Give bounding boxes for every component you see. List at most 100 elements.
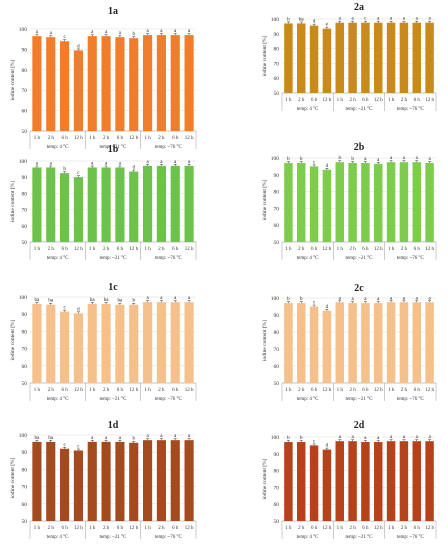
significance-letter-1d-4: a xyxy=(91,436,94,441)
x-tick-label-2a-5: 2 h xyxy=(349,98,356,103)
bar-1a-7 xyxy=(129,38,139,131)
significance-letter-2a-4: a xyxy=(339,17,342,22)
significance-letter-1c-11: a xyxy=(188,296,191,301)
significance-letter-1d-8: a xyxy=(146,434,149,439)
x-tick-label-1c-1: 2 h xyxy=(48,388,55,393)
significance-letter-1b-6: a xyxy=(119,161,122,166)
x-tick-label-1d-7: 12 h xyxy=(129,526,138,531)
bar-2d-5 xyxy=(348,441,357,521)
bar-2a-5 xyxy=(348,22,357,94)
significance-letter-1a-5: a xyxy=(105,30,108,35)
group-label-1b-2: temp: ~76 °C xyxy=(155,256,183,261)
bar-2b-9 xyxy=(399,162,409,242)
x-tick-label-2a-1: 2 h xyxy=(298,98,305,103)
group-label-1b-1: temp: ~21 °C xyxy=(100,256,128,261)
x-tick-label-1a-1: 2 h xyxy=(48,136,55,141)
significance-letter-1b-3: c xyxy=(77,171,80,176)
significance-letter-2d-3: d xyxy=(326,444,329,449)
significance-letter-1a-1: a xyxy=(50,31,53,36)
y-tick-label-1a-60: 60 xyxy=(22,109,28,115)
y-tick-label-2d-60: 60 xyxy=(274,502,280,508)
bar-1d-6 xyxy=(115,441,125,521)
y-tick-label-2a-80: 80 xyxy=(274,47,280,53)
x-tick-label-2b-6: 6 h xyxy=(362,247,369,252)
x-tick-label-1d-5: 2 h xyxy=(103,526,110,531)
significance-letter-1c-0: ba xyxy=(35,298,41,303)
bar-2d-4 xyxy=(335,441,344,521)
significance-letter-2c-9: a xyxy=(403,296,406,301)
x-tick-label-2a-10: 6 h xyxy=(414,98,421,103)
y-tick-label-2c-60: 60 xyxy=(274,364,280,370)
bar-1b-7 xyxy=(129,171,139,242)
bar-2a-4 xyxy=(335,22,344,94)
chart-title-1a: 1a xyxy=(108,6,118,17)
bar-1b-3 xyxy=(73,177,83,242)
bar-1b-6 xyxy=(115,167,125,242)
y-tick-label-1d-90: 90 xyxy=(22,450,28,456)
bar-2a-9 xyxy=(399,22,409,94)
significance-letter-2d-2: c xyxy=(313,439,316,444)
bar-2d-11 xyxy=(425,441,434,521)
bar-2c-9 xyxy=(399,302,409,383)
y-axis-label-1d: iodine content [%] xyxy=(10,457,16,498)
significance-letter-2b-5: b xyxy=(351,157,354,162)
x-tick-label-1a-3: 12 h xyxy=(74,136,83,141)
y-axis-label-1b: iodine content [%] xyxy=(10,181,16,222)
bar-2b-10 xyxy=(412,162,421,242)
x-tick-label-2a-6: 6 h xyxy=(362,98,369,103)
x-tick-label-2d-4: 1 h xyxy=(337,526,344,531)
y-tick-label-2a-100: 100 xyxy=(271,17,280,23)
significance-letter-1d-11: a xyxy=(188,434,191,439)
significance-letter-2b-0: b xyxy=(287,157,290,162)
bar-1d-7 xyxy=(129,442,139,521)
bar-1b-1 xyxy=(46,167,56,242)
x-tick-label-2c-3: 12 h xyxy=(323,388,332,393)
chart-title-2d: 2d xyxy=(354,420,365,431)
x-tick-label-2b-5: 2 h xyxy=(349,247,356,252)
bar-1d-5 xyxy=(101,441,111,521)
bar-1d-8 xyxy=(143,440,153,521)
chart-title-2a: 2a xyxy=(354,2,364,13)
x-tick-label-2d-11: 12 h xyxy=(425,526,434,531)
group-label-1a-1: temp: ~21 °C xyxy=(100,145,128,150)
group-label-1b-0: temp: 4 °C xyxy=(47,256,69,261)
group-label-2c-0: temp: 4 °C xyxy=(297,397,319,402)
y-axis-label-2d: iodine content [%] xyxy=(262,458,268,499)
x-tick-label-1a-6: 6 h xyxy=(117,136,124,141)
bar-2d-0 xyxy=(284,442,293,521)
x-tick-label-2c-10: 6 h xyxy=(414,388,421,393)
x-tick-label-1c-2: 6 h xyxy=(61,388,68,393)
group-label-1c-1: temp: ~21 °C xyxy=(100,397,128,402)
bar-2a-10 xyxy=(412,22,421,94)
x-tick-label-1b-8: 1 h xyxy=(144,247,151,252)
x-tick-label-1b-0: 1 h xyxy=(34,247,41,252)
bar-2c-5 xyxy=(348,303,357,383)
significance-letter-2a-0: b xyxy=(287,17,290,22)
x-tick-label-1b-4: 1 h xyxy=(89,247,96,252)
significance-letter-1d-5: a xyxy=(105,436,108,441)
significance-letter-2d-10: a xyxy=(416,435,419,440)
significance-letter-2d-4: a xyxy=(339,435,342,440)
bar-1c-3 xyxy=(73,313,83,383)
bar-1d-11 xyxy=(184,440,194,521)
bar-1b-5 xyxy=(101,167,111,242)
y-tick-label-2d-90: 90 xyxy=(274,452,280,458)
x-tick-label-1b-10: 6 h xyxy=(172,247,179,252)
significance-letter-2a-3: e xyxy=(326,23,329,28)
bar-2c-2 xyxy=(309,306,319,383)
bar-2b-2 xyxy=(309,166,319,242)
group-label-2b-1: temp: ~21 °C xyxy=(346,256,374,261)
group-label-2c-1: temp: ~21 °C xyxy=(346,397,374,402)
group-label-1a-2: temp: ~76 °C xyxy=(155,145,183,150)
x-tick-label-1b-5: 2 h xyxy=(103,247,110,252)
x-tick-label-2b-8: 1 h xyxy=(388,247,395,252)
y-tick-label-1c-50: 50 xyxy=(22,381,28,387)
x-tick-label-1c-7: 12 h xyxy=(129,388,138,393)
x-tick-label-1c-10: 6 h xyxy=(172,388,179,393)
y-tick-label-1c-60: 60 xyxy=(22,364,28,370)
y-tick-label-2d-100: 100 xyxy=(271,435,280,441)
significance-letter-2b-9: a xyxy=(403,156,406,161)
bar-2b-6 xyxy=(361,163,370,242)
x-tick-label-2c-2: 6 h xyxy=(311,388,318,393)
bar-1c-11 xyxy=(184,302,194,383)
